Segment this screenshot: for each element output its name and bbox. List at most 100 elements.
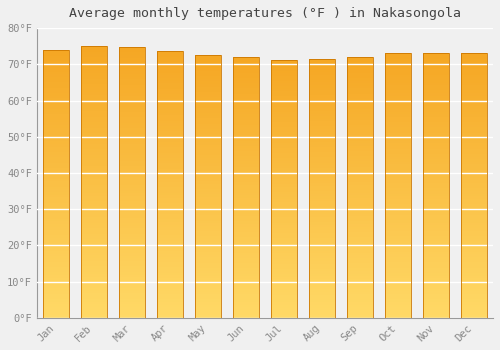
Bar xyxy=(119,61,145,63)
Bar xyxy=(157,107,183,110)
Bar xyxy=(233,117,259,120)
Bar xyxy=(271,274,297,276)
Bar xyxy=(461,117,487,120)
Bar xyxy=(385,270,411,273)
Bar xyxy=(309,106,335,108)
Bar xyxy=(347,216,373,219)
Bar xyxy=(385,127,411,130)
Bar xyxy=(385,241,411,244)
Bar xyxy=(81,310,107,313)
Bar xyxy=(81,166,107,168)
Bar xyxy=(119,283,145,285)
Bar xyxy=(423,220,449,223)
Bar xyxy=(423,270,449,273)
Bar xyxy=(81,282,107,285)
Bar xyxy=(271,84,297,86)
Bar xyxy=(195,284,221,286)
Bar xyxy=(423,104,449,106)
Bar xyxy=(423,252,449,254)
Bar xyxy=(81,62,107,65)
Bar xyxy=(385,196,411,199)
Bar xyxy=(119,66,145,69)
Bar xyxy=(119,139,145,142)
Bar xyxy=(461,151,487,154)
Bar xyxy=(271,276,297,279)
Bar xyxy=(195,313,221,315)
Bar xyxy=(347,138,373,140)
Bar xyxy=(81,51,107,54)
Bar xyxy=(309,77,335,80)
Bar xyxy=(347,300,373,302)
Bar xyxy=(271,202,297,204)
Bar xyxy=(81,82,107,84)
Bar xyxy=(81,49,107,51)
Bar xyxy=(233,68,259,70)
Bar xyxy=(157,171,183,174)
Bar xyxy=(385,122,411,125)
Bar xyxy=(119,106,145,109)
Bar xyxy=(81,253,107,256)
Bar xyxy=(309,271,335,274)
Bar xyxy=(157,265,183,267)
Bar xyxy=(157,51,183,54)
Bar xyxy=(271,68,297,71)
Bar xyxy=(157,222,183,225)
Bar xyxy=(423,80,449,83)
Bar xyxy=(461,204,487,207)
Bar xyxy=(347,188,373,190)
Bar xyxy=(309,310,335,313)
Bar xyxy=(43,149,68,152)
Bar xyxy=(309,152,335,155)
Bar xyxy=(385,212,411,215)
Bar xyxy=(157,219,183,222)
Bar xyxy=(461,194,487,196)
Bar xyxy=(81,201,107,204)
Bar xyxy=(309,300,335,302)
Bar xyxy=(271,107,297,109)
Bar xyxy=(461,246,487,249)
Bar xyxy=(347,258,373,260)
Bar xyxy=(157,51,183,318)
Bar xyxy=(195,113,221,116)
Bar xyxy=(157,235,183,238)
Bar xyxy=(423,209,449,212)
Bar xyxy=(233,125,259,127)
Bar xyxy=(423,254,449,257)
Bar xyxy=(119,55,145,58)
Bar xyxy=(309,253,335,256)
Bar xyxy=(157,99,183,102)
Bar xyxy=(271,310,297,313)
Bar xyxy=(309,155,335,158)
Bar xyxy=(43,168,68,170)
Bar xyxy=(423,233,449,236)
Bar xyxy=(43,85,68,88)
Bar xyxy=(81,98,107,100)
Bar xyxy=(347,172,373,174)
Bar xyxy=(195,150,221,152)
Bar xyxy=(423,88,449,90)
Bar xyxy=(157,203,183,206)
Bar xyxy=(233,78,259,80)
Bar xyxy=(43,238,68,240)
Bar xyxy=(461,156,487,159)
Bar xyxy=(271,153,297,156)
Bar xyxy=(347,146,373,148)
Bar xyxy=(347,253,373,255)
Bar xyxy=(347,201,373,203)
Bar xyxy=(461,207,487,209)
Bar xyxy=(119,294,145,296)
Bar xyxy=(195,234,221,237)
Bar xyxy=(195,194,221,197)
Bar xyxy=(195,231,221,234)
Bar xyxy=(461,292,487,294)
Bar xyxy=(119,307,145,310)
Bar xyxy=(43,157,68,160)
Bar xyxy=(309,62,335,64)
Bar xyxy=(423,302,449,304)
Bar xyxy=(309,142,335,145)
Bar xyxy=(309,72,335,75)
Bar xyxy=(461,90,487,93)
Bar xyxy=(43,133,68,136)
Bar xyxy=(157,59,183,62)
Bar xyxy=(347,268,373,271)
